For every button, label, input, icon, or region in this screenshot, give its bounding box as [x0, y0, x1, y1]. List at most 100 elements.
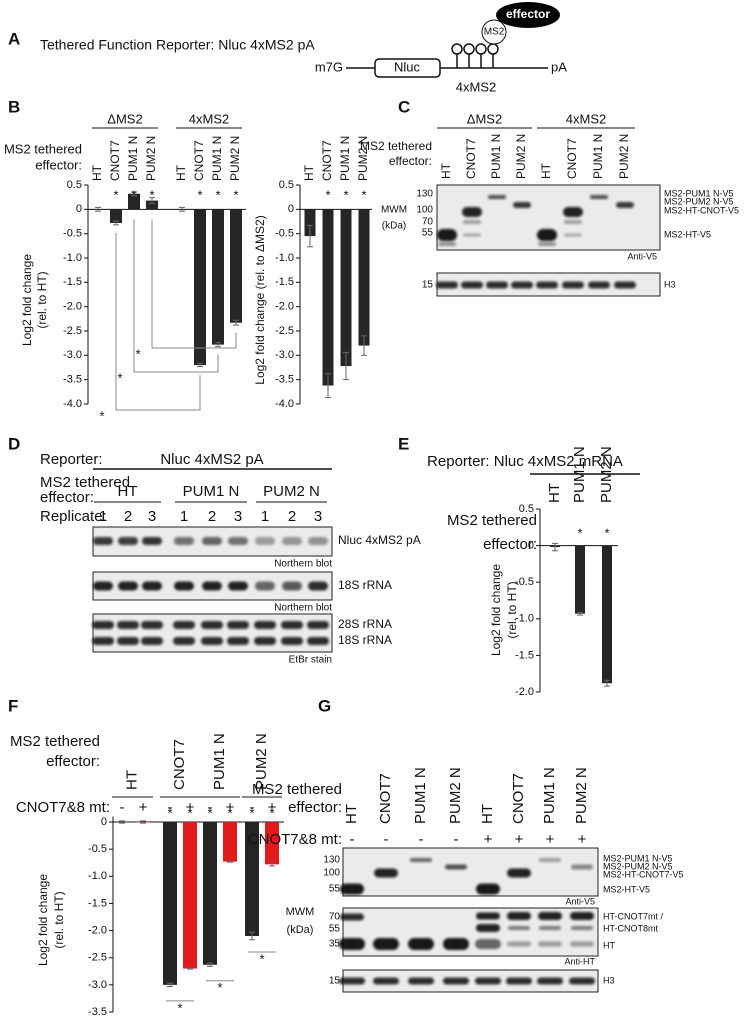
category-label: HT: [174, 164, 188, 181]
y-tick-label: -0.5: [515, 576, 534, 588]
cap-label: m7G: [315, 59, 343, 74]
method-label: EtBr stain: [289, 655, 332, 666]
error-bar: [149, 197, 155, 204]
comparison-bracket: [151, 219, 237, 349]
tail-label: pA: [551, 59, 567, 74]
band: [463, 220, 481, 224]
band: [461, 281, 483, 289]
bar: [230, 209, 242, 323]
group-label: ΔMS2: [467, 111, 502, 126]
category-label: CNOT7: [108, 140, 122, 181]
significance-mark: *: [167, 805, 172, 820]
band: [254, 637, 276, 645]
band: [118, 537, 138, 545]
orf-label: Nluc: [394, 59, 421, 74]
lane-label: CNOT7: [510, 773, 527, 824]
category-label: PUM1 N: [210, 136, 224, 181]
band: [373, 977, 399, 985]
band: [476, 912, 500, 920]
y-tick-label: 0: [288, 203, 294, 215]
band: [142, 581, 162, 591]
band: [475, 939, 501, 949]
comparison-bracket: [115, 232, 201, 411]
blot: [92, 613, 333, 653]
significance-mark: *: [233, 187, 238, 202]
band: [307, 637, 329, 645]
lane-label: HT: [539, 162, 553, 179]
band-label: MS2-PUM2 N-V5: [603, 861, 673, 871]
group-label: 4xMS2: [189, 111, 229, 126]
y-tick-label: -4.0: [63, 398, 82, 410]
legend-entry: +: [226, 799, 235, 816]
error-bar: [207, 962, 213, 967]
panel-label: F: [8, 696, 18, 715]
significance-mark: *: [249, 805, 254, 820]
band: [507, 941, 531, 947]
method-label: Northern blot: [274, 559, 332, 570]
band: [201, 621, 223, 629]
legend-entry: -: [120, 799, 125, 816]
y-tick-label: 0.5: [279, 179, 294, 191]
loops-label: 4xMS2: [456, 79, 496, 94]
band-label: HT: [603, 940, 615, 950]
error-bar: [140, 820, 146, 824]
antibody-label: Anti-HT: [564, 956, 595, 966]
significance-mark: *: [577, 525, 582, 540]
reporter-label: Reporter:: [40, 451, 103, 468]
marker-label: 130: [323, 855, 340, 866]
band: [141, 637, 163, 645]
mutant-sign: +: [578, 831, 587, 848]
band: [538, 912, 562, 920]
band: [281, 621, 303, 629]
significance-mark: *: [269, 805, 274, 820]
band: [488, 195, 506, 199]
category-label: PUM2 N: [356, 136, 370, 181]
significance-mark: *: [361, 187, 366, 202]
y-tick-label: -3.5: [275, 374, 294, 386]
band: [443, 938, 469, 950]
band: [437, 229, 457, 241]
error-bar: [215, 342, 221, 348]
band: [507, 868, 531, 878]
band: [571, 926, 593, 930]
error-bar: [307, 224, 313, 248]
significance-mark: *: [207, 805, 212, 820]
band: [537, 229, 557, 241]
category-label: HT: [90, 164, 104, 181]
band-label: HT-CNOT8mt: [603, 923, 658, 933]
effector-label: MS2 tethered: [360, 139, 432, 153]
antibody-label: Anti-V5: [627, 251, 657, 261]
band: [408, 938, 434, 950]
lane-label: PUM1 N: [412, 767, 429, 824]
band: [408, 977, 434, 985]
significance-mark: *: [604, 525, 609, 540]
error-bar: [113, 220, 119, 226]
effector-label: MS2 tethered: [4, 141, 82, 156]
legend-entry: +: [139, 799, 148, 816]
comparison-bracket: [133, 219, 219, 373]
bar: [163, 821, 177, 985]
significance-mark: *: [227, 805, 232, 820]
marker-label: 100: [416, 205, 433, 216]
bracket-label: *: [117, 370, 122, 385]
mwm-label: (kDa): [382, 221, 406, 232]
band: [92, 637, 114, 645]
effector-label: MS2 tethered: [10, 733, 100, 750]
band: [339, 938, 365, 950]
marker-label: 35: [329, 939, 341, 950]
orf-box: [374, 58, 441, 78]
error-bar: [233, 319, 239, 326]
effector-shape: [496, 2, 560, 28]
band: [93, 581, 113, 591]
lane-label: HT: [343, 804, 360, 824]
y-axis-label: (rel. to HT): [35, 271, 49, 328]
band-label: MS2-HT-CNOT-V5: [664, 205, 739, 215]
group-label: HT: [118, 483, 138, 500]
y-tick-label: -2.0: [88, 924, 107, 936]
significance-mark: *: [149, 187, 154, 202]
band: [141, 621, 163, 629]
ms2-protein: [481, 19, 507, 45]
chart-title: Reporter: Nluc 4xMS2 mRNA: [427, 453, 623, 470]
error-bar: [187, 967, 193, 970]
